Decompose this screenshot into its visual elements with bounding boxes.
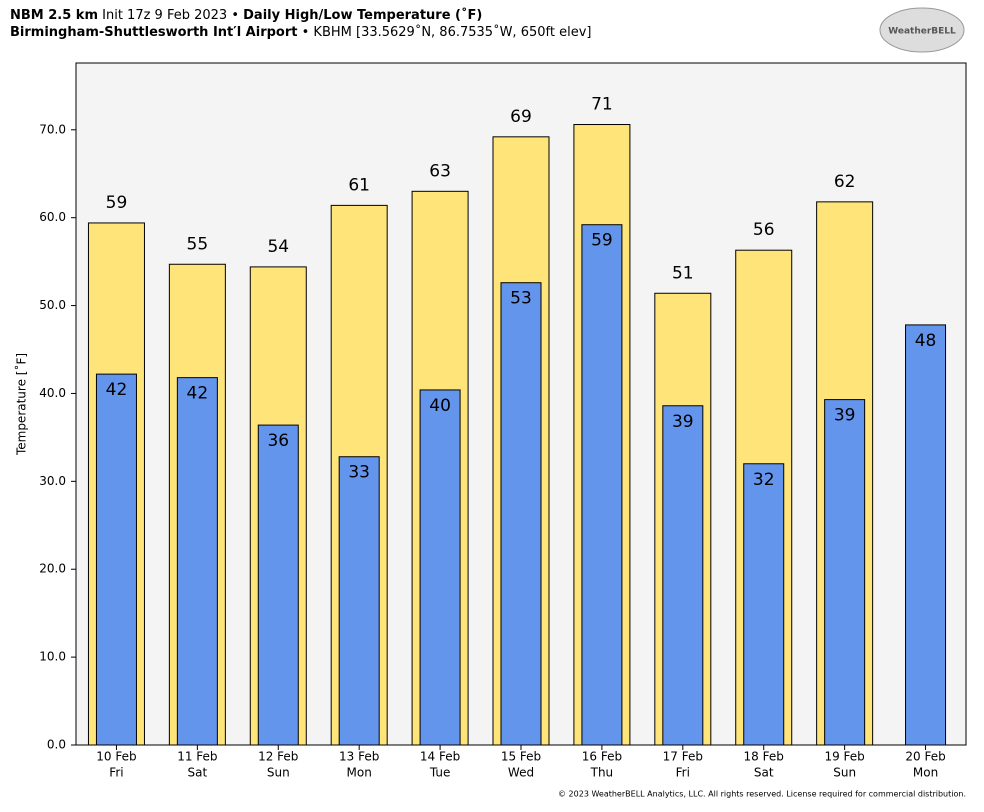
x-tick-label: 17 Feb [663,750,703,764]
data-label: 51 [672,263,694,283]
x-tick-sublabel: Tue [429,766,451,780]
data-label: 56 [753,220,775,240]
data-label: 32 [753,470,775,490]
x-tick-label: 15 Feb [501,750,541,764]
bar [338,456,380,746]
subtitle-part: • KBHM [33.5629˚N, 86.7535˚W, 650ft elev… [302,24,592,40]
bar [95,373,137,746]
x-tick-sublabel: Fri [676,766,690,780]
data-label: 48 [915,331,937,351]
bar [176,377,218,746]
data-label: 33 [348,463,370,483]
bar [824,399,866,746]
data-label: 53 [510,289,532,309]
title-part: Daily High/Low Temperature (˚F) [243,7,482,23]
y-tick-label: 60.0 [39,210,66,224]
data-label: 36 [267,431,289,451]
x-tick-label: 12 Feb [258,750,298,764]
x-tick-sublabel: Sun [267,766,290,780]
data-label: 62 [834,172,856,192]
x-tick-sublabel: Fri [109,766,123,780]
x-tick-label: 14 Feb [420,750,460,764]
x-tick-sublabel: Mon [913,766,938,780]
data-label: 61 [348,175,370,195]
data-label: 63 [429,161,451,181]
data-label: 69 [510,107,532,127]
data-label: 42 [187,384,209,404]
x-tick-sublabel: Wed [508,766,534,780]
x-tick-label: 13 Feb [339,750,379,764]
x-tick-label: 20 Feb [905,750,945,764]
subtitle-part: Birmingham-Shuttlesworth Int′l Airport [10,25,297,40]
data-label: 71 [591,95,613,115]
data-label: 39 [834,406,856,426]
chart-title: NBM 2.5 km Init 17z 9 Feb 2023 • Daily H… [10,7,482,23]
logo-badge [879,7,965,53]
bar [743,463,785,746]
data-label: 54 [267,237,289,257]
bar [500,282,542,746]
y-tick-label: 20.0 [39,562,66,576]
y-tick-label: 0.0 [47,738,66,752]
data-label: 59 [591,231,613,251]
y-tick-label: 50.0 [39,298,66,312]
y-tick-label: 40.0 [39,386,66,400]
bar [581,224,623,746]
x-tick-label: 19 Feb [824,750,864,764]
x-tick-label: 16 Feb [582,750,622,764]
y-tick-label: 30.0 [39,474,66,488]
x-tick-sublabel: Sun [833,766,856,780]
x-tick-sublabel: Sat [188,766,208,780]
x-tick-label: 11 Feb [177,750,217,764]
x-tick-label: 18 Feb [744,750,784,764]
footer: © 2023 WeatherBELL Analytics, LLC. All r… [558,790,966,799]
y-tick-label: 10.0 [39,650,66,664]
bar [419,389,461,746]
bar [257,424,299,746]
title-part: NBM 2.5 km [10,8,98,23]
chart-subtitle: Birmingham-Shuttlesworth Int′l Airport •… [10,24,591,40]
y-tick-label: 70.0 [39,122,66,136]
bar [905,324,947,746]
data-label: 55 [187,234,209,254]
x-tick-sublabel: Thu [590,766,614,780]
data-label: 39 [672,412,694,432]
data-label: 59 [106,193,128,213]
y-axis-label: Temperature [˚F] [14,353,29,456]
x-tick-sublabel: Sat [754,766,774,780]
title-part: Init 17z 9 Feb 2023 • [102,8,239,23]
data-label: 40 [429,396,451,416]
x-tick-sublabel: Mon [347,766,372,780]
logo: WeatherBELL [888,27,956,37]
x-tick-label: 10 Feb [96,750,136,764]
data-label: 42 [106,380,128,400]
bar [662,405,704,746]
